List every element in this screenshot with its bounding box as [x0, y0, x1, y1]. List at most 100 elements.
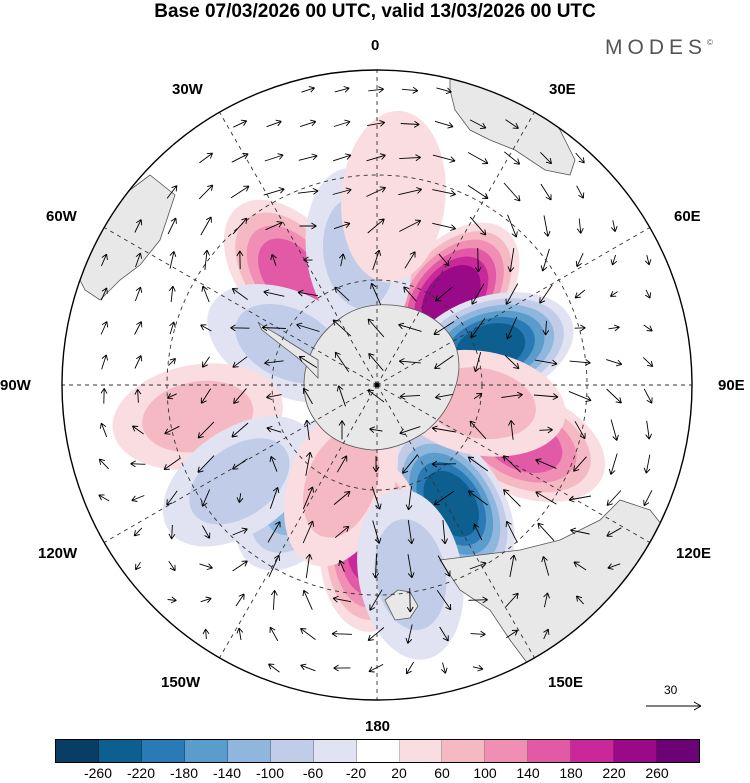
wind-arrow [264, 359, 284, 366]
wind-arrow [438, 253, 450, 267]
wind-arrow [134, 219, 143, 233]
colorbar-tick-label: 260 [645, 765, 669, 781]
wind-arrow [261, 324, 286, 332]
wind-arrow [331, 630, 352, 638]
wind-arrow [575, 152, 585, 164]
map-title: Base 07/03/2026 00 UTC, valid 13/03/2026… [154, 1, 596, 22]
wind-arrow [399, 219, 422, 232]
colorbar-swatch [313, 740, 357, 762]
wind-arrow [441, 520, 449, 545]
wind-arrow [608, 324, 620, 332]
wind-arrow [266, 393, 282, 400]
wind-arrow [643, 490, 653, 507]
wind-arrow [574, 289, 586, 299]
wind-arrow [231, 422, 249, 438]
colorbar-tick-label: -220 [126, 765, 156, 781]
wind-arrow [431, 460, 457, 468]
wind-arrow [199, 563, 213, 570]
wind-arrow [543, 628, 550, 640]
wind-arrow [269, 455, 278, 472]
wind-arrow [232, 356, 248, 368]
wind-arrow [298, 355, 318, 368]
colorbar-swatch [399, 740, 443, 762]
wind-arrow [332, 153, 352, 162]
wind-arrow [606, 490, 622, 506]
wind-arrow [543, 592, 550, 608]
wind-arrow [535, 458, 557, 469]
wind-arrow [302, 387, 313, 405]
wind-arrow [297, 289, 319, 297]
colorbar-tick-label: 60 [434, 765, 450, 781]
wind-arrow [134, 286, 143, 302]
wind-arrow [402, 454, 418, 474]
wind-arrow [296, 322, 320, 332]
wind-arrow [474, 247, 482, 273]
colorbar-tick-label: -180 [169, 765, 199, 781]
wind-arrow [301, 86, 315, 93]
lon-label-150e: 150E [548, 674, 584, 691]
wind-arrow [100, 388, 108, 404]
colorbar-tick-label: 180 [559, 765, 583, 781]
wind-arrow [197, 455, 215, 473]
brand-logo: MODES© [605, 36, 713, 60]
brand-mark: © [707, 38, 713, 47]
wind-arrow [469, 420, 487, 440]
wind-arrow [98, 494, 110, 502]
wind-arrow [568, 390, 592, 402]
wind-arrow [502, 455, 522, 473]
wind-arrow [202, 628, 210, 640]
wind-arrow [504, 151, 521, 165]
wind-arrow [98, 458, 110, 470]
colorbar-ticks: -260 -220 -180 -140 -100 -60 -20 20 60 100 140 180 2… [55, 765, 700, 783]
colorbar-tick-label: -100 [255, 765, 285, 781]
wind-arrow [333, 664, 351, 672]
wind-arrow [608, 453, 618, 475]
wind-arrow [540, 183, 552, 201]
wind-arrow [232, 527, 248, 536]
wind-arrow [266, 425, 282, 433]
lon-label-90w: 90W [0, 377, 31, 394]
wind-arrow [336, 385, 346, 407]
wind-arrow [100, 253, 108, 267]
wind-arrow [399, 154, 421, 162]
wind-arrow [100, 287, 108, 301]
wind-arrow [504, 354, 520, 370]
wind-arrow [302, 486, 314, 510]
wind-arrow [263, 289, 285, 297]
wind-arrow [333, 119, 351, 127]
wind-arrow [302, 589, 313, 610]
wind-arrow [471, 283, 485, 305]
lon-label-0: 0 [371, 37, 380, 54]
wind-arrow [305, 451, 313, 476]
wind-arrow [440, 662, 448, 674]
wind-arrow [433, 321, 455, 335]
wind-arrow [539, 426, 553, 434]
wind-arrow [299, 222, 317, 230]
wind-arrow [134, 355, 143, 369]
wind-arrow [506, 316, 518, 340]
colorbar-swatch [98, 740, 142, 762]
brand-text: MODES [605, 36, 708, 59]
wind-arrow [300, 663, 316, 672]
wind-arrow [230, 185, 250, 199]
wind-arrow [368, 663, 384, 673]
wind-arrow [576, 218, 584, 234]
wind-arrow [573, 456, 587, 472]
wind-arrow [334, 351, 350, 373]
wind-arrow [202, 525, 211, 539]
colorbar-swatch [442, 740, 486, 762]
wind-arrow [298, 153, 318, 161]
wind-arrow [302, 520, 315, 544]
wind-arrow [503, 182, 521, 202]
wind-arrow [369, 426, 383, 434]
wind-arrow [131, 495, 145, 502]
lon-label-30e: 30E [549, 81, 576, 98]
anomaly-contour [189, 438, 290, 525]
wind-arrow [367, 318, 385, 338]
wind-arrow [541, 556, 550, 576]
wind-vectors [98, 86, 654, 675]
wind-arrow [233, 388, 247, 405]
wind-arrow [201, 489, 211, 507]
wind-arrow [432, 189, 457, 197]
colorbar-tick-label: -260 [83, 765, 113, 781]
